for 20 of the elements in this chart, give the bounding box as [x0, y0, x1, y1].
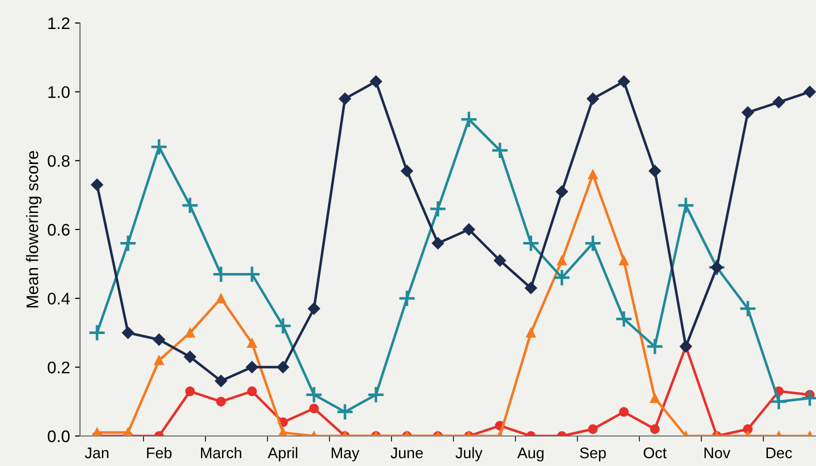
- x-tick-label: Feb: [147, 447, 172, 458]
- y-tick-label: 0.8: [48, 155, 70, 167]
- x-tick-label: July: [456, 447, 482, 462]
- y-tick-label: 0.4: [48, 292, 70, 305]
- x-tick-label: May: [332, 448, 360, 462]
- y-tick-label: 0.2: [48, 362, 70, 374]
- y-tick-label: 1.0: [48, 86, 70, 98]
- x-tick-label: Aug: [517, 448, 544, 462]
- y-tick-label: 0.6: [48, 224, 70, 236]
- x-tick-label: Nov: [704, 448, 730, 458]
- x-tick-label: Sep: [580, 448, 606, 462]
- y-tick-label: 1.2: [48, 17, 70, 30]
- x-tick-label: Oct: [644, 448, 667, 458]
- y-tick-label: 0.0: [48, 430, 70, 442]
- x-tick-label: April: [268, 447, 298, 462]
- x-tick-label: Dec: [766, 448, 792, 458]
- x-tick-label: Jan: [84, 448, 108, 458]
- x-tick-label: June: [390, 448, 423, 458]
- y-axis-title: Mean flowering score: [26, 151, 42, 308]
- x-tick-label: March: [201, 447, 242, 458]
